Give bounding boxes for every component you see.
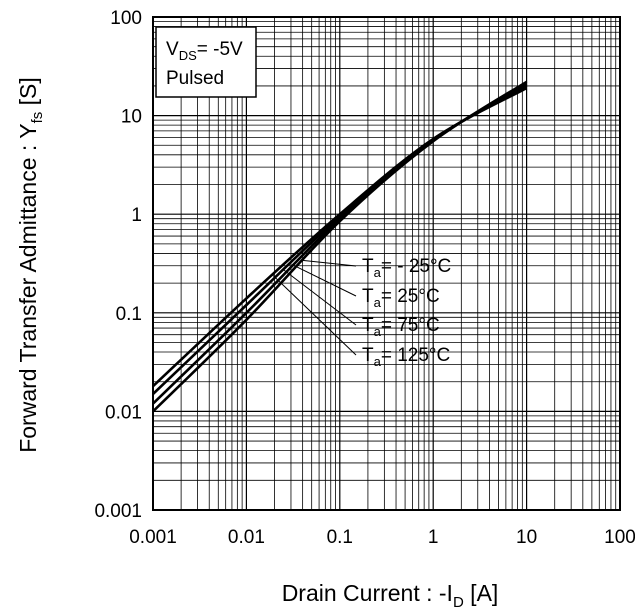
leader-line (293, 264, 357, 297)
curves (152, 80, 528, 413)
legend-label: Ta= 125°C (362, 345, 450, 369)
y-tick-labels: 0.001 0.01 0.1 1 10 100 (94, 8, 142, 522)
x-tick-label: 100 (604, 527, 635, 548)
conditions-line1: VDS= -5V (166, 39, 243, 63)
legend: Ta= - 25°C Ta= 25°C Ta= 75°C Ta= 125°C (362, 256, 451, 369)
conditions-box (155, 26, 257, 98)
x-tick-label: 10 (516, 527, 537, 548)
x-tick-labels: 0.001 0.01 0.1 1 10 100 (129, 527, 635, 548)
y-tick-label: 100 (110, 8, 142, 29)
conditions-line2: Pulsed (166, 68, 224, 89)
y-tick-label: 10 (121, 107, 142, 128)
x-tick-label: 0.1 (327, 527, 353, 548)
x-axis-title: Drain Current : -ID [A] (282, 580, 499, 611)
x-tick-label: 0.01 (228, 527, 265, 548)
grid (153, 17, 620, 510)
x-tick-label: 1 (428, 527, 439, 548)
y-tick-label: 1 (131, 205, 142, 226)
y-tick-label: 0.1 (116, 304, 142, 325)
legend-label: Ta= - 25°C (362, 256, 451, 280)
y-tick-label: 0.01 (105, 402, 142, 423)
leader-line (302, 259, 357, 267)
plot-frame (152, 16, 621, 511)
series-line-4 (152, 86, 528, 388)
leader-line (272, 274, 357, 356)
legend-label: Ta= 25°C (362, 286, 440, 310)
y-axis-title: Forward Transfer Admittance : Yfs [S] (15, 77, 46, 453)
legend-leader-lines (272, 259, 357, 356)
leader-line (283, 269, 357, 326)
y-tick-label: 0.001 (94, 501, 142, 522)
legend-label: Ta= 75°C (362, 315, 440, 339)
x-tick-label: 0.001 (129, 527, 177, 548)
